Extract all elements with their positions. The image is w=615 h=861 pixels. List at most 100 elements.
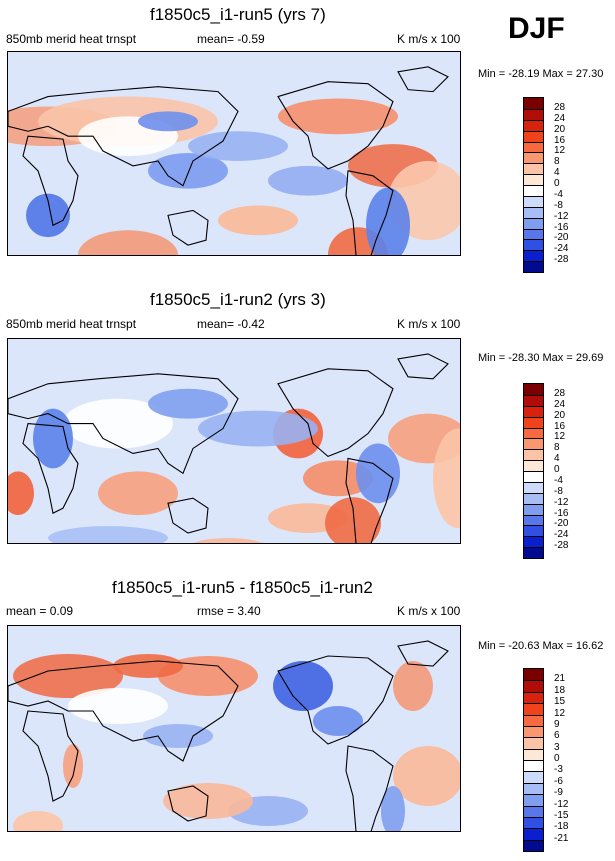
field-anomaly [26,193,70,238]
colorbar-swatch [524,427,543,439]
colorbar-tick-label: 15 [554,696,566,708]
colorbar-swatch [524,239,543,251]
colorbar-swatch [524,130,543,142]
colorbar-tick-label: 20 [554,409,566,421]
field-anomaly [268,165,348,196]
colorbar-swatch [524,669,543,681]
field-anomaly [63,398,173,449]
colorbar-tick-label: 3 [554,741,560,753]
coastline [8,660,239,762]
coastline [397,66,449,93]
colorbar-tick-label: 0 [554,178,560,189]
coastline [277,368,394,458]
colorbar-swatch [524,152,543,164]
panel-2-mean-label: mean= -0.42 [197,317,265,331]
colorbar-tick-label: 21 [554,673,566,685]
panel-3-mean-label: mean = 0.09 [6,604,74,618]
colorbar-swatch [524,536,543,548]
field-anomaly [148,388,228,419]
panel-2-map [7,338,461,544]
coastline [8,373,239,475]
field-anomaly [148,153,228,189]
field-anomaly [13,654,123,698]
panel-3-title: f1850c5_i1-run5 - f1850c5_i1-run2 [112,578,373,597]
field-anomaly [313,706,363,736]
season-label: DJF [508,12,565,45]
field-anomaly [143,724,213,748]
field-anomaly [13,811,63,831]
panel-1-minmax: Min = -28.19 Max = 27.30 [478,68,604,80]
colorbar-swatch [524,771,543,783]
field-anomaly [433,428,460,529]
field-anomaly [68,688,168,724]
panel-1-title: f1850c5_i1-run5 (yrs 7) [150,5,326,24]
field-anomaly [325,497,381,543]
colorbar-tick-label: 0 [554,464,560,475]
colorbar-swatch [524,714,543,726]
field-anomaly [98,471,178,516]
colorbar-swatch [524,108,543,120]
colorbar-tick-label: -16 [554,507,569,519]
colorbar-tick-label: 12 [554,431,566,443]
colorbar-tick-label: 12 [554,145,566,157]
colorbar-swatch [524,119,543,131]
field-anomaly [273,661,333,711]
colorbar-swatch [524,816,543,829]
panel-1-map [7,51,461,256]
colorbar-tick-label: -8 [554,199,563,211]
colorbar-swatch [524,748,543,760]
colorbar-tick-label: -18 [554,821,569,833]
colorbar-swatch [524,228,543,240]
panel-2-minmax: Min = -28.30 Max = 29.69 [478,352,604,364]
map-field [8,626,460,831]
colorbar-tick-label: 28 [554,101,566,113]
coastline [277,81,394,170]
colorbar-tick-label: -20 [554,518,569,530]
colorbar-swatch [524,250,543,262]
panel-3-map [7,625,461,832]
panel-1-mean-label: mean= -0.59 [197,32,265,46]
colorbar-swatch [524,828,543,840]
colorbar-swatch [524,405,543,417]
colorbar-tick-label: -24 [554,243,569,255]
colorbar-swatch [524,680,543,692]
colorbar-tick-label: -9 [554,787,563,799]
coastline [345,170,394,255]
field-anomaly [8,471,34,516]
colorbar-tick-label: -12 [554,496,569,508]
colorbar-swatch [524,725,543,738]
colorbar-swatch [524,760,543,772]
field-anomaly [33,408,73,469]
colorbar-swatch [524,525,543,537]
colorbar-tick-label: 24 [554,398,566,410]
colorbar-swatch [524,503,543,515]
field-anomaly [303,460,373,497]
colorbar-swatch [524,394,543,406]
coastline [277,655,394,745]
colorbar-swatch [524,794,543,806]
colorbar-swatch [524,691,543,704]
colorbar-tick-label: -24 [554,529,569,541]
colorbar-tick-label: -4 [554,474,563,486]
colorbar-swatch [524,217,543,229]
panel-3-units-label: K m/s x 100 [397,604,461,618]
colorbar-tick-label: -28 [554,540,569,552]
coastline [167,209,209,246]
colorbar-tick-label: 24 [554,112,566,124]
colorbar-tick-label: 28 [554,387,566,399]
colorbar-tick-label: 18 [554,684,566,696]
colorbar-swatch [524,449,543,461]
panel-1-colorbar [523,97,544,273]
colorbar-swatch [524,98,543,109]
colorbar-tick-label: 12 [554,707,566,719]
colorbar-tick-label: -12 [554,210,569,222]
colorbar-swatch [524,206,543,218]
coastline [22,423,79,514]
coastline [167,785,209,822]
colorbar-swatch [524,703,543,715]
colorbar-tick-label: 20 [554,123,566,135]
colorbar-tick-label: 0 [554,753,560,764]
field-anomaly [188,131,288,161]
panel-1-units-label: K m/s x 100 [397,32,461,46]
colorbar-swatch [524,416,543,428]
